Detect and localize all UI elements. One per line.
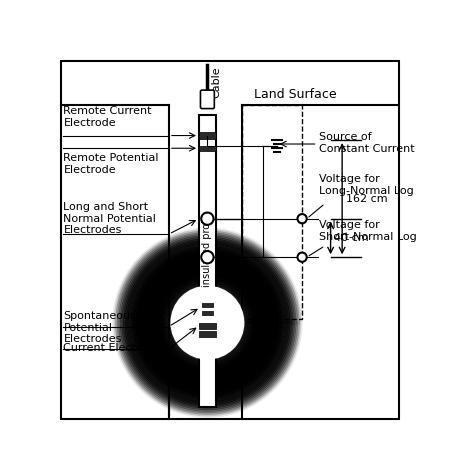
Text: Voltage for
Long-Normal Log: Voltage for Long-Normal Log [319, 174, 414, 196]
Bar [202, 311, 213, 315]
Text: Cable: Cable [211, 66, 221, 98]
Circle shape [201, 251, 214, 263]
Bar [242, 105, 302, 319]
Bar [199, 145, 216, 151]
Text: Source of
Constant Current: Source of Constant Current [319, 133, 415, 154]
Circle shape [171, 285, 244, 360]
Text: Remote Current
Electrode: Remote Current Electrode [63, 106, 152, 128]
Bar [199, 115, 216, 408]
Text: 40 cm: 40 cm [335, 233, 369, 243]
Text: Current Electrodes: Current Electrodes [63, 342, 167, 352]
Circle shape [298, 253, 307, 262]
Text: Spontaneous
Potential
Electrodes: Spontaneous Potential Electrodes [63, 311, 136, 344]
Text: Remote Potential
Electrode: Remote Potential Electrode [63, 153, 159, 175]
Text: Long and Short
Normal Potential
Electrodes: Long and Short Normal Potential Electrod… [63, 202, 156, 235]
Text: Land Surface: Land Surface [254, 88, 336, 101]
Circle shape [298, 214, 307, 223]
Bar [199, 323, 216, 329]
Text: insulated probe: insulated probe [202, 210, 212, 287]
FancyBboxPatch shape [200, 90, 214, 109]
Text: 162 cm: 162 cm [346, 194, 387, 204]
Bar [199, 331, 216, 337]
Bar [202, 304, 213, 307]
Circle shape [201, 212, 214, 225]
Text: Voltage for
Short-Normal Log: Voltage for Short-Normal Log [319, 220, 417, 242]
Bar [199, 132, 216, 139]
